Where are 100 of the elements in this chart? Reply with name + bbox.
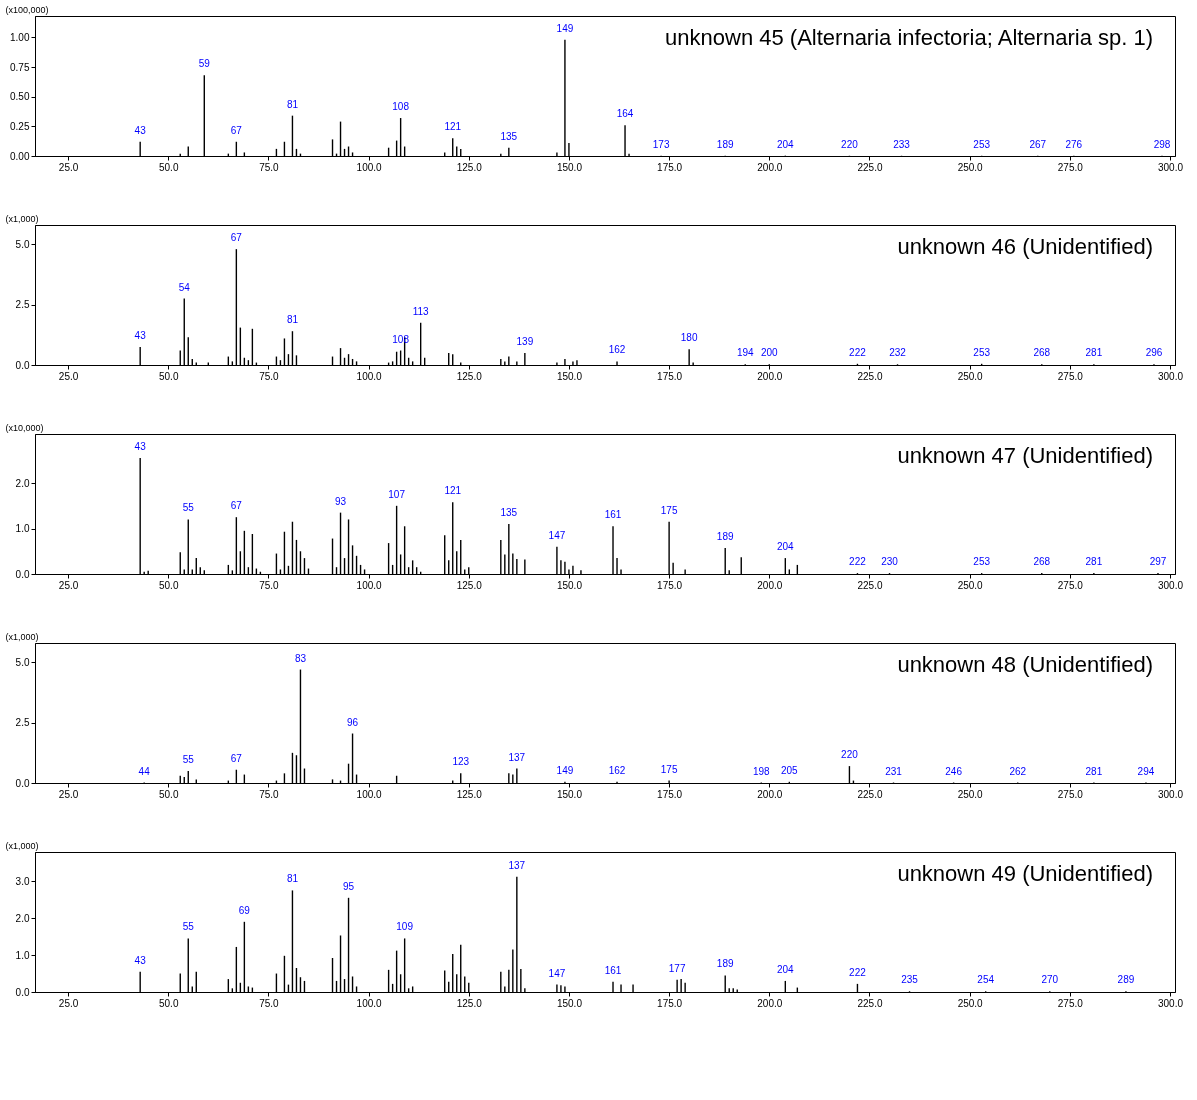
annotation: 194 — [736, 347, 755, 359]
annotation: 121 — [444, 485, 462, 497]
y-tick-label: 0.0 — [15, 359, 30, 371]
annotation: 113 — [412, 305, 430, 317]
annotation: 235 — [901, 974, 919, 986]
x-tick-label: 275.0 — [1057, 161, 1084, 173]
annotation: 281 — [1085, 347, 1103, 359]
annotation: 137 — [508, 859, 526, 871]
x-tick-label: 75.0 — [259, 370, 280, 382]
x-tick-label: 300.0 — [1157, 161, 1184, 173]
annotation: 173 — [652, 138, 670, 150]
annotation: 108 — [392, 101, 410, 113]
annotation: 69 — [238, 904, 251, 916]
annotation: 177 — [668, 962, 686, 974]
annotation: 55 — [182, 921, 195, 933]
annotation: 121 — [444, 121, 462, 133]
annotation: 67 — [230, 752, 243, 764]
chart-title: unknown 45 (Alternaria infectoria; Alternaria sp. 1) — [665, 25, 1153, 50]
y-tick-label: 1.0 — [15, 523, 30, 535]
annotation: 189 — [716, 531, 734, 543]
annotation: 43 — [134, 124, 147, 136]
x-tick-label: 50.0 — [158, 788, 179, 800]
chart-title: unknown 46 (Unidentified) — [897, 234, 1153, 259]
x-tick-label: 275.0 — [1057, 997, 1084, 1009]
annotation: 93 — [334, 495, 347, 507]
annotation: 204 — [776, 138, 795, 150]
x-tick-label: 175.0 — [657, 161, 683, 173]
x-tick-label: 250.0 — [957, 370, 984, 382]
annotation: 59 — [198, 58, 211, 70]
y-tick-label: 0.00 — [10, 150, 30, 162]
x-tick-label: 75.0 — [259, 579, 280, 591]
x-tick-label: 100.0 — [356, 370, 383, 382]
annotation: 175 — [660, 504, 678, 516]
x-tick-label: 175.0 — [657, 579, 683, 591]
x-tick-label: 175.0 — [657, 788, 683, 800]
annotation: 231 — [885, 765, 903, 777]
annotation: 267 — [1029, 138, 1047, 150]
y-tick-label: 0.0 — [15, 568, 30, 580]
x-tick-label: 175.0 — [657, 997, 683, 1009]
annotation: 147 — [548, 967, 566, 979]
annotation: 164 — [616, 108, 634, 120]
y-tick-label: 0.75 — [10, 61, 30, 73]
annotation: 180 — [680, 332, 698, 344]
y-axis-title: (x1,000) — [5, 840, 39, 851]
annotation: 43 — [134, 954, 147, 966]
y-tick-label: 2.0 — [15, 477, 30, 489]
annotation: 135 — [500, 507, 518, 518]
annotation: 298 — [1153, 138, 1171, 150]
y-axis-title: (x10,000) — [5, 422, 44, 433]
annotation: 83 — [294, 652, 307, 664]
y-axis-title: (x1,000) — [5, 213, 39, 224]
y-tick-label: 3.0 — [15, 875, 30, 887]
x-tick-label: 125.0 — [456, 161, 483, 173]
x-tick-label: 75.0 — [259, 788, 280, 800]
x-tick-label: 100.0 — [356, 788, 383, 800]
annotation: 204 — [776, 541, 795, 553]
annotation: 95 — [342, 880, 355, 892]
annotation: 268 — [1033, 556, 1051, 568]
x-tick-label: 200.0 — [757, 161, 783, 173]
x-tick-label: 50.0 — [158, 161, 179, 173]
annotation: 253 — [973, 138, 991, 150]
annotation: 230 — [881, 556, 899, 568]
x-tick-label: 225.0 — [857, 997, 883, 1009]
x-tick-label: 25.0 — [58, 161, 79, 173]
annotation: 246 — [945, 765, 963, 777]
x-tick-label: 275.0 — [1057, 370, 1084, 382]
x-tick-label: 25.0 — [58, 788, 79, 800]
y-tick-label: 2.5 — [15, 299, 30, 311]
x-tick-label: 200.0 — [757, 997, 783, 1009]
x-tick-label: 200.0 — [757, 370, 783, 382]
annotation: 55 — [182, 753, 195, 765]
annotation: 205 — [780, 764, 799, 776]
annotation: 67 — [230, 232, 243, 244]
annotation: 200 — [760, 347, 779, 359]
x-tick-label: 250.0 — [957, 788, 984, 800]
x-tick-label: 75.0 — [259, 161, 280, 173]
annotation: 81 — [286, 98, 299, 110]
x-tick-label: 100.0 — [356, 997, 383, 1009]
x-tick-label: 50.0 — [158, 370, 179, 382]
x-tick-label: 300.0 — [1157, 370, 1184, 382]
annotation: 268 — [1033, 347, 1051, 359]
x-tick-label: 300.0 — [1157, 997, 1184, 1009]
x-tick-label: 125.0 — [456, 997, 483, 1009]
annotation: 81 — [286, 314, 299, 326]
x-tick-label: 300.0 — [1157, 788, 1184, 800]
y-tick-label: 1.0 — [15, 949, 30, 961]
annotation: 296 — [1145, 347, 1163, 359]
annotation: 81 — [286, 873, 299, 885]
y-tick-label: 5.0 — [15, 238, 30, 250]
y-tick-label: 0.25 — [10, 120, 30, 132]
y-tick-label: 0.50 — [10, 91, 30, 103]
annotation: 204 — [776, 963, 795, 975]
x-tick-label: 150.0 — [556, 788, 583, 800]
y-tick-label: 5.0 — [15, 656, 30, 668]
annotation: 254 — [977, 974, 995, 986]
chart-title: unknown 48 (Unidentified) — [897, 652, 1153, 677]
x-tick-label: 125.0 — [456, 370, 483, 382]
annotation: 262 — [1009, 765, 1027, 777]
annotation: 96 — [346, 716, 359, 728]
x-tick-label: 125.0 — [456, 788, 483, 800]
